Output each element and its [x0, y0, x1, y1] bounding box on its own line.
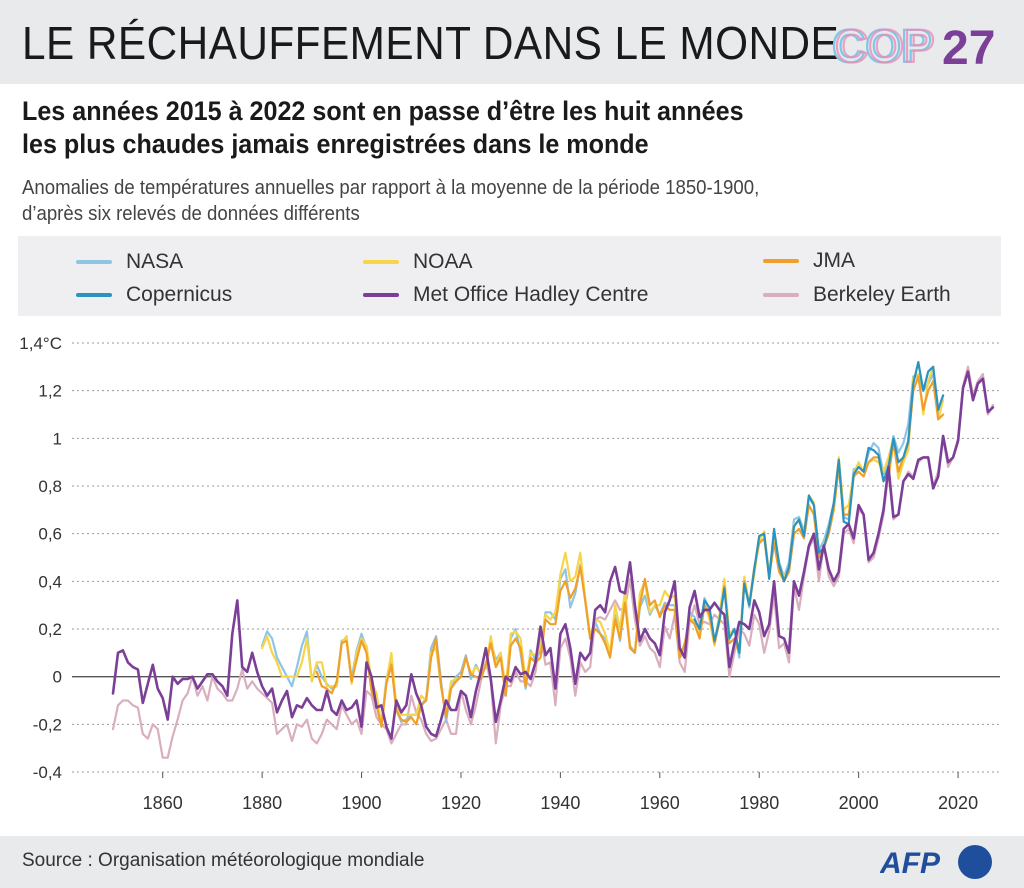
cop-logo-text-shadow: COP — [835, 20, 935, 72]
legend-label-met-office: Met Office Hadley Centre — [413, 283, 649, 306]
legend-item-noaa: NOAA — [363, 247, 473, 277]
y-tick-label: 1,2 — [38, 382, 62, 401]
series-line-copernicus — [693, 360, 945, 654]
x-tick-label: 1880 — [242, 793, 282, 813]
y-tick-label: 0,4 — [38, 572, 62, 591]
legend-item-jma: JMA — [763, 246, 855, 276]
y-tick-label: 0,6 — [38, 525, 62, 544]
y-tick-label: 0,2 — [38, 620, 62, 639]
footer-bar: Source : Organisation météorologique mon… — [0, 836, 1024, 888]
x-tick-label: 1860 — [143, 793, 183, 813]
x-tick-label: 2020 — [938, 793, 978, 813]
legend-label-nasa: NASA — [126, 250, 184, 273]
temperature-line-chart: 1,4°C 1,2 1 0,8 0,6 0,4 0,2 0 -0,2 -0,4 1860 1880 19… — [19, 334, 1000, 813]
header-bar: LE RÉCHAUFFEMENT DANS LE MONDE COP COP 2… — [0, 0, 1024, 84]
series-line-berkeley-earth — [111, 365, 995, 759]
y-tick-label: -0,4 — [33, 763, 62, 782]
x-tick-label: 1980 — [739, 793, 779, 813]
headline-line-2: les plus chaudes jamais enregistrées dan… — [22, 129, 649, 159]
legend-label-berkeley: Berkeley Earth — [813, 283, 951, 306]
legend-item-met-office: Met Office Hadley Centre — [363, 280, 648, 310]
x-tick-label: 1940 — [540, 793, 580, 813]
x-tick-label: 2000 — [839, 793, 879, 813]
legend-label-noaa: NOAA — [413, 250, 473, 273]
legend-swatch-berkeley — [763, 293, 799, 297]
x-tick-label: 1960 — [640, 793, 680, 813]
y-tick-label: 1,4°C — [19, 334, 62, 353]
y-tick-label: -0,2 — [33, 715, 62, 734]
legend-item-copernicus: Copernicus — [76, 280, 232, 310]
legend-swatch-noaa — [363, 260, 399, 264]
afp-logo: AFP — [880, 845, 992, 880]
legend-item-nasa: NASA — [76, 247, 183, 277]
subtitle: Anomalies de températures annuelles par … — [22, 175, 759, 227]
afp-logo-text: AFP — [880, 847, 941, 880]
legend-swatch-copernicus — [76, 293, 112, 297]
legend-item-berkeley: Berkeley Earth — [763, 280, 951, 310]
x-tick-label: 1920 — [441, 793, 481, 813]
source-note: Source : Organisation météorologique mon… — [22, 850, 425, 871]
page-title: LE RÉCHAUFFEMENT DANS LE MONDE — [22, 17, 840, 69]
subtitle-line-1: Anomalies de températures annuelles par … — [22, 177, 760, 199]
afp-logo-circle — [958, 845, 992, 879]
y-tick-label: 0,8 — [38, 477, 62, 496]
subtitle-line-2: d’après six relevés de données différent… — [22, 203, 360, 225]
headline-line-1: Les années 2015 à 2022 sont en passe d’ê… — [22, 96, 744, 126]
legend-label-copernicus: Copernicus — [126, 283, 233, 306]
cop-logo-text: COP — [832, 20, 932, 72]
y-tick-label: 1 — [53, 429, 62, 448]
legend-swatch-nasa — [76, 260, 112, 264]
series-line-met-office-hadley-centre — [111, 370, 995, 740]
y-tick-label: 0 — [53, 668, 62, 687]
chart-legend: NASA Copernicus NOAA Met Office Hadley C… — [18, 236, 1001, 316]
x-tick-label: 1900 — [342, 793, 382, 813]
cop27-logo: COP COP 27 — [831, 19, 995, 72]
legend-label-jma: JMA — [813, 249, 855, 272]
cop-logo-number: 27 — [942, 22, 995, 72]
legend-swatch-jma — [763, 259, 799, 263]
headline: Les années 2015 à 2022 sont en passe d’ê… — [22, 95, 744, 161]
legend-swatch-met-office — [363, 293, 399, 297]
